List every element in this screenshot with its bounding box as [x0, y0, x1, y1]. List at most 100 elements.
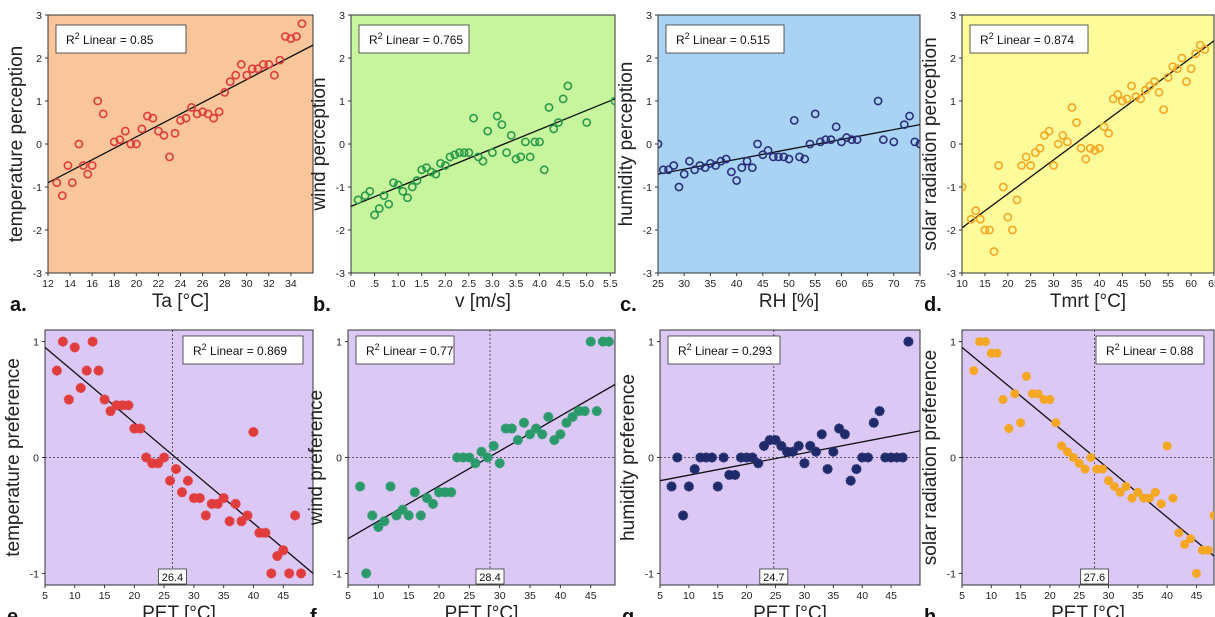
- data-point: [915, 139, 920, 149]
- data-point: [770, 435, 781, 446]
- data-point: [115, 135, 125, 145]
- data-point: [1086, 453, 1096, 462]
- data-point: [360, 191, 370, 200]
- data-point: [266, 568, 277, 579]
- y-tick-label: -1: [336, 182, 345, 194]
- data-point: [225, 77, 235, 87]
- data-point: [126, 139, 136, 149]
- data-point: [81, 365, 92, 376]
- data-point: [57, 336, 68, 347]
- x-tick-label: 55: [809, 278, 821, 290]
- data-point: [67, 178, 77, 188]
- data-point: [758, 150, 768, 160]
- data-point: [603, 336, 614, 347]
- data-point: [555, 429, 566, 440]
- x-tick-label: 75: [914, 278, 926, 290]
- x-tick-label: 30: [188, 590, 200, 602]
- data-point: [370, 210, 379, 220]
- data-point: [695, 452, 706, 463]
- data-point: [440, 487, 451, 498]
- x-tick-label: 10: [956, 278, 968, 290]
- data-point: [992, 348, 1002, 358]
- data-point: [393, 180, 403, 190]
- data-point: [1095, 143, 1104, 153]
- data-point: [1162, 441, 1172, 451]
- data-point: [811, 446, 821, 457]
- data-point: [1182, 77, 1191, 87]
- data-point: [421, 493, 432, 504]
- data-point: [874, 406, 885, 417]
- data-point: [171, 464, 181, 475]
- y-tick-label: 0: [646, 139, 652, 151]
- data-point: [275, 55, 285, 65]
- y-tick-label: 3: [950, 10, 956, 22]
- x-tick-label: 60: [1185, 278, 1197, 290]
- data-point: [511, 154, 521, 164]
- data-point: [1035, 143, 1045, 153]
- y-tick-label: 2: [339, 53, 345, 65]
- y-tick-label: -2: [33, 225, 42, 237]
- data-point: [220, 88, 230, 97]
- data-point: [591, 406, 602, 417]
- x-tick-label: 3.5: [509, 278, 524, 290]
- data-point: [1051, 418, 1061, 428]
- data-point: [512, 435, 523, 446]
- data-point: [192, 109, 202, 119]
- data-point: [1168, 62, 1178, 71]
- data-point: [483, 126, 493, 136]
- panel-f: R2 Linear = 0.77 28.4 5 10 15 20 25 30 35 40 45 -1 0…: [306, 329, 616, 617]
- x-tick-label: 15: [99, 590, 111, 602]
- data-point: [763, 146, 773, 155]
- data-point: [403, 193, 412, 203]
- data-point: [260, 527, 271, 538]
- r2-label: R2 Linear = 0.88: [1106, 342, 1194, 358]
- data-point: [231, 70, 241, 80]
- data-point: [971, 206, 981, 216]
- data-point: [506, 130, 516, 140]
- data-point: [1163, 72, 1173, 82]
- x-tick-label: 12: [42, 278, 54, 290]
- panel-h: R2 Linear = 0.88 27.6 5 10 15 20 25 30 35 40 45 -1 0…: [920, 329, 1215, 617]
- panel-letter: h.: [924, 606, 942, 617]
- x-tick-label: 25: [158, 590, 170, 602]
- x-tick-label: 22: [153, 278, 165, 290]
- x-tick-label: 30: [1048, 278, 1060, 290]
- y-tick-label: 0: [950, 139, 956, 151]
- neutral-value: 28.4: [479, 572, 500, 584]
- data-point: [851, 464, 862, 475]
- y-tick-label: 0: [336, 453, 342, 465]
- data-point: [450, 150, 460, 160]
- data-point: [683, 481, 694, 492]
- data-point: [57, 191, 67, 200]
- data-point: [1113, 90, 1123, 99]
- y-tick-label: 0: [33, 453, 39, 465]
- data-point: [1186, 64, 1196, 74]
- data-point: [1209, 510, 1214, 520]
- x-tick-label: 32: [263, 278, 275, 290]
- plot-marks: [962, 40, 1214, 256]
- neutral-box: [158, 568, 187, 585]
- data-point: [297, 19, 307, 28]
- data-point: [148, 113, 158, 123]
- data-point: [137, 124, 147, 134]
- r2-box: [1095, 335, 1205, 365]
- data-point: [531, 423, 542, 434]
- data-point: [889, 137, 899, 147]
- data-point: [805, 440, 816, 451]
- x-tick-label: 25: [770, 590, 782, 602]
- y-tick-label: -2: [336, 225, 345, 237]
- x-tick-label: 15: [1015, 590, 1027, 602]
- data-point: [120, 126, 130, 136]
- data-point: [1049, 161, 1059, 170]
- data-point: [290, 510, 301, 521]
- data-point: [1074, 458, 1084, 468]
- neutral-value: 24.7: [763, 572, 784, 584]
- data-point: [476, 446, 487, 457]
- y-tick-label: -3: [33, 268, 42, 280]
- x-tick-label: 30: [678, 278, 690, 290]
- data-point: [176, 115, 185, 125]
